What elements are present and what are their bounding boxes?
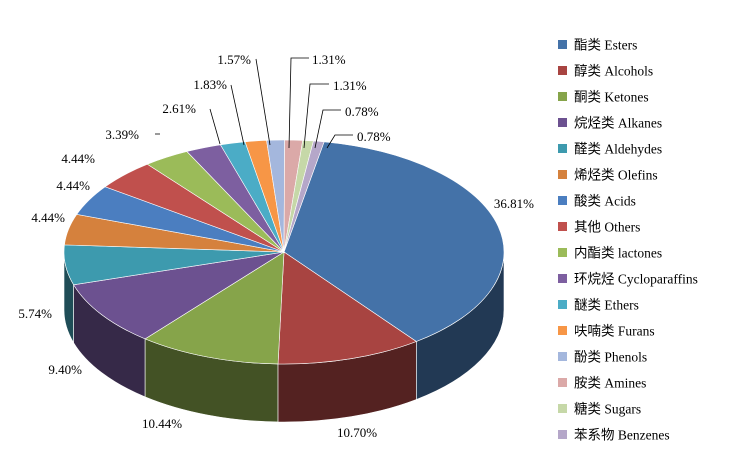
legend-swatch-sugars — [558, 404, 567, 413]
leader-line-benzenes — [326, 134, 353, 149]
data-label-cycloparaffins: 2.61% — [162, 101, 196, 116]
data-label-aldehydes: 5.74% — [18, 306, 52, 321]
legend-swatch-acids — [558, 196, 567, 205]
data-label-phenols: 1.31% — [312, 52, 346, 67]
legend-swatch-ketones — [558, 92, 567, 101]
legend-swatch-ethers — [558, 300, 567, 309]
legend-label-phenols: 酚类 Phenols — [574, 350, 647, 365]
legend-swatch-others — [558, 222, 567, 231]
pie-slice-alkanes — [73, 251, 285, 340]
legend-label-esters: 酯类 Esters — [574, 38, 637, 53]
data-label-acids: 4.44% — [56, 178, 90, 193]
legend-swatch-alcohols — [558, 66, 567, 75]
data-label-ethers: 1.83% — [193, 77, 227, 92]
legend-swatch-esters — [558, 40, 567, 49]
legend-label-furans: 呋喃类 Furans — [574, 324, 655, 339]
data-label-furans: 1.57% — [217, 52, 251, 67]
legend-label-amines: 胺类 Amines — [574, 376, 646, 391]
legend-swatch-alkanes — [558, 118, 567, 127]
pie-slice-ketones — [144, 251, 285, 365]
legend-label-alkanes: 烷烃类 Alkanes — [574, 116, 662, 131]
data-label-sugars: 0.78% — [345, 104, 379, 119]
pie-slice-esters — [283, 141, 505, 342]
leader-line-phenols — [288, 57, 309, 149]
legend-swatch-benzenes — [558, 430, 567, 439]
legend-swatch-cycloparaffins — [558, 274, 567, 283]
data-label-others: 4.44% — [61, 151, 95, 166]
legend-swatch-lactones — [558, 248, 567, 257]
legend-label-cycloparaffins: 环烷烃 Cycloparaffins — [574, 272, 698, 287]
leader-line-furans — [255, 58, 271, 146]
leader-line-amines — [303, 83, 329, 149]
legend-swatch-amines — [558, 378, 567, 387]
legend-label-ketones: 酮类 Ketones — [574, 90, 649, 105]
legend-label-ethers: 醚类 Ethers — [574, 298, 639, 313]
leader-line-sugars — [314, 109, 341, 149]
legend-label-others: 其他 Others — [574, 220, 640, 235]
data-label-alkanes: 9.40% — [48, 362, 82, 377]
leader-line-ethers — [230, 84, 245, 146]
legend-label-benzenes: 苯系物 Benzenes — [574, 428, 670, 443]
data-label-esters: 36.81% — [494, 196, 534, 211]
pie-slice-alcohols — [277, 251, 417, 365]
legend-label-acids: 酸类 Acids — [574, 194, 636, 209]
pie-slice-benzenes — [283, 140, 325, 253]
legend-swatch-phenols — [558, 352, 567, 361]
data-label-alcohols: 10.70% — [337, 425, 377, 440]
legend-swatch-olefins — [558, 170, 567, 179]
legend-label-sugars: 糖类 Sugars — [574, 402, 641, 417]
data-label-amines: 1.31% — [333, 78, 367, 93]
data-label-olefins: 4.44% — [31, 210, 65, 225]
legend-swatch-aldehydes — [558, 144, 567, 153]
data-label-lactones: 3.39% — [105, 127, 139, 142]
data-label-benzenes: 0.78% — [357, 129, 391, 144]
legend-label-lactones: 内酯类 lactones — [574, 246, 662, 261]
legend-label-aldehydes: 醛类 Aldehydes — [574, 142, 662, 157]
legend-label-olefins: 烯烃类 Olefins — [574, 168, 658, 183]
legend-label-alcohols: 醇类 Alcohols — [574, 63, 653, 79]
legend-swatch-furans — [558, 326, 567, 335]
leader-line-cycloparaffins — [209, 108, 221, 145]
data-label-ketones: 10.44% — [142, 416, 182, 431]
